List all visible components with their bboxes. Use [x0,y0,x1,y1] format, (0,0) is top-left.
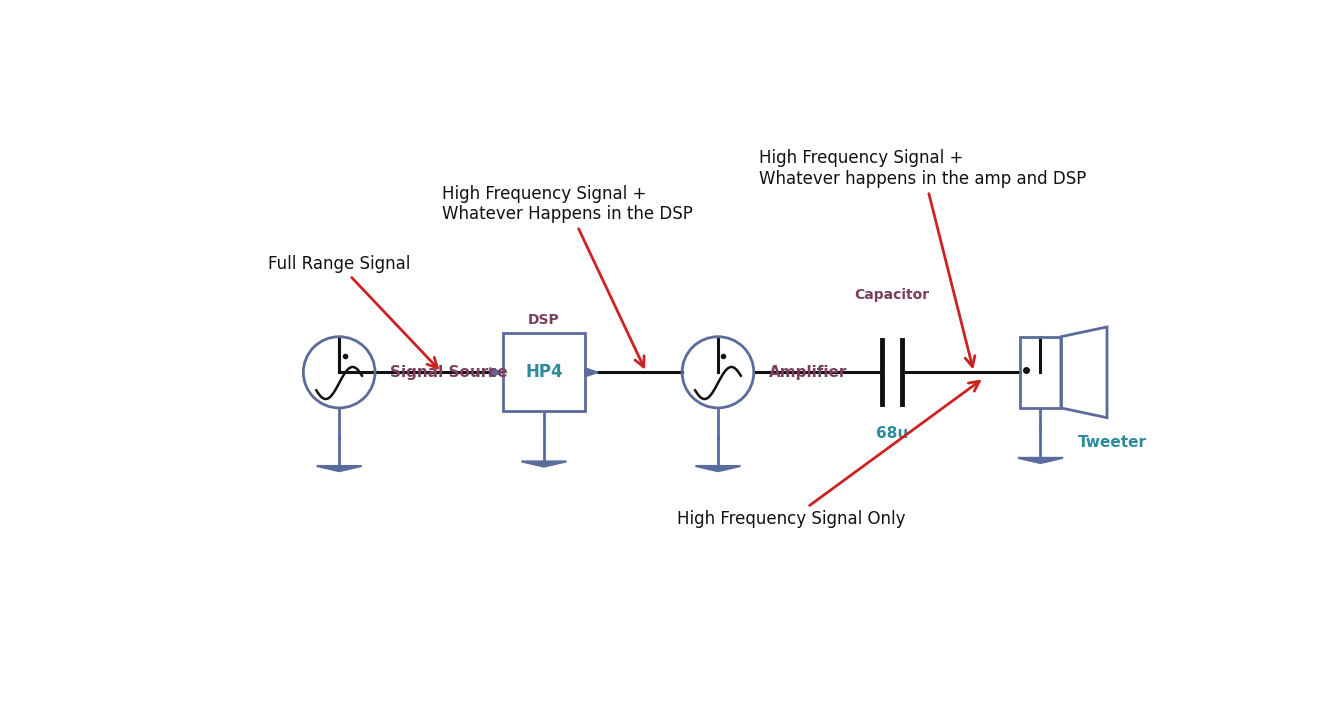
Text: 68u: 68u [876,426,908,441]
Text: DSP: DSP [528,312,560,326]
Polygon shape [1018,458,1063,463]
Text: HP4: HP4 [526,363,563,381]
Text: Amplifier: Amplifier [769,364,848,380]
Polygon shape [490,368,503,377]
Text: Signal Source: Signal Source [391,364,509,380]
Bar [1020,337,1061,408]
Text: Tweeter: Tweeter [1078,435,1147,450]
Text: High Frequency Signal +
Whatever happens in the amp and DSP: High Frequency Signal + Whatever happens… [758,149,1086,367]
Polygon shape [695,466,741,471]
Polygon shape [585,368,598,377]
Polygon shape [317,466,362,471]
Text: High Frequency Signal +
Whatever Happens in the DSP: High Frequency Signal + Whatever Happens… [441,185,692,367]
Text: Capacitor: Capacitor [855,288,930,302]
Text: High Frequency Signal Only: High Frequency Signal Only [678,381,979,528]
Polygon shape [522,461,567,467]
Text: Full Range Signal: Full Range Signal [267,255,437,368]
Bar [503,333,585,412]
